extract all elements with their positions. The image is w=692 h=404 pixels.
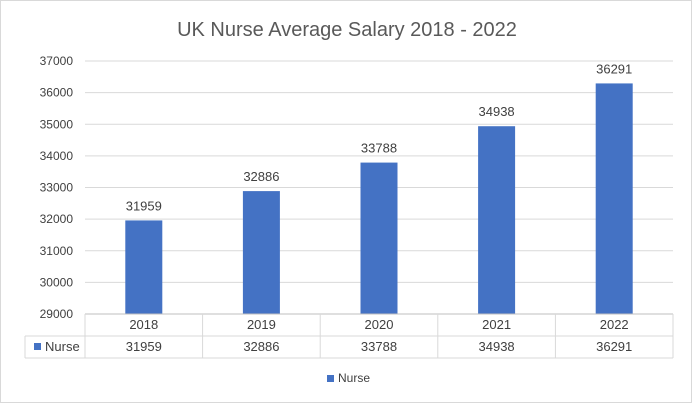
table-series-key — [34, 343, 41, 350]
table-value: 32886 — [243, 339, 279, 354]
x-category-label: 2022 — [600, 317, 629, 332]
y-tick-label: 29000 — [40, 307, 74, 321]
data-label: 32886 — [243, 169, 279, 184]
bar-2018 — [125, 220, 163, 314]
y-tick-label: 34000 — [40, 149, 74, 163]
table-value: 33788 — [361, 339, 397, 354]
table-value: 36291 — [596, 339, 632, 354]
y-tick-label: 33000 — [40, 181, 74, 195]
bar-2021 — [478, 126, 516, 314]
data-label: 34938 — [479, 104, 515, 119]
data-table: 2018 31959 2019 32886 2020 33788 2021 34938 2022… — [24, 313, 674, 359]
legend-label: Nurse — [338, 371, 370, 385]
legend-key — [327, 375, 334, 382]
bar-2019 — [242, 191, 280, 314]
y-tick-label: 37000 — [40, 54, 74, 68]
y-tick-label: 36000 — [40, 86, 74, 100]
table-value: 31959 — [126, 339, 162, 354]
chart-title: UK Nurse Average Salary 2018 - 2022 — [177, 19, 517, 41]
y-tick-label: 31000 — [40, 244, 74, 258]
x-category-label: 2018 — [129, 317, 158, 332]
x-category-label: 2020 — [365, 317, 394, 332]
y-tick-label: 30000 — [40, 275, 74, 289]
data-labels: 31959 32886 33788 34938 36291 — [126, 61, 633, 213]
bars — [125, 83, 633, 315]
bar-2020 — [360, 162, 398, 314]
x-category-label: 2021 — [482, 317, 511, 332]
bar-2022 — [595, 83, 633, 315]
x-category-label: 2019 — [247, 317, 276, 332]
data-label: 31959 — [126, 198, 162, 213]
legend: Nurse — [327, 371, 370, 385]
table-value: 34938 — [479, 339, 515, 354]
data-label: 36291 — [596, 61, 632, 76]
y-axis-ticks: 29000 30000 31000 32000 33000 34000 35000 36000… — [40, 54, 74, 321]
table-series-name: Nurse — [45, 339, 80, 354]
y-tick-label: 32000 — [40, 212, 74, 226]
data-label: 33788 — [361, 141, 397, 156]
y-tick-label: 35000 — [40, 117, 74, 131]
